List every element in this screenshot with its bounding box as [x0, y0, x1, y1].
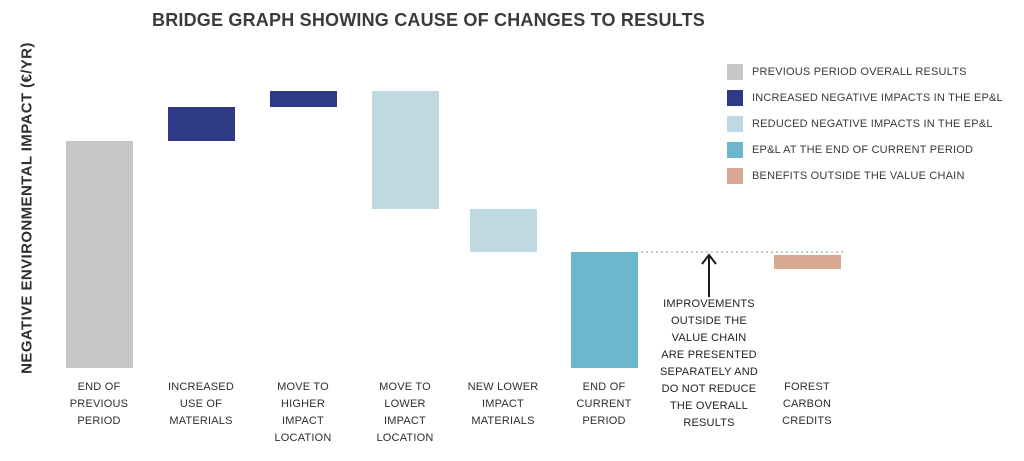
bar-end-of-current-period	[570, 252, 638, 368]
bar-end-of-previous-period	[65, 141, 133, 368]
legend-item: BENEFITS OUTSIDE THE VALUE CHAIN	[727, 168, 1003, 184]
legend: PREVIOUS PERIOD OVERALL RESULTS INCREASED…	[727, 64, 1003, 194]
legend-swatch-increase	[727, 90, 743, 106]
legend-item: INCREASED NEGATIVE IMPACTS IN THE EP&L	[727, 90, 1003, 106]
legend-label: EP&L AT THE END OF CURRENT PERIOD	[752, 144, 974, 156]
bar-new-lower-impact-materials	[469, 209, 537, 253]
benefit-reference-dotted-line	[641, 251, 845, 254]
bar-label-end-of-previous-period: END OF PREVIOUS PERIOD	[69, 381, 129, 427]
bar-label-increased-use-of-materials: INCREASED USE OF MATERIALS	[168, 381, 234, 427]
bar-label-move-to-higher-impact-location: MOVE TO HIGHER IMPACT LOCATION	[274, 381, 332, 444]
bar-move-to-higher-impact-location	[269, 91, 337, 107]
legend-item: REDUCED NEGATIVE IMPACTS IN THE EP&L	[727, 116, 1003, 132]
legend-swatch-previous	[727, 64, 743, 80]
legend-label: REDUCED NEGATIVE IMPACTS IN THE EP&L	[752, 118, 993, 130]
bar-label-forest-carbon-credits: FOREST CARBON CREDITS	[782, 381, 832, 427]
up-arrow-icon	[699, 253, 719, 299]
bar-forest-carbon-credits	[773, 254, 841, 270]
bar-label-end-of-current-period: END OF CURRENT PERIOD	[576, 381, 632, 427]
legend-swatch-reduction	[727, 116, 743, 132]
legend-label: BENEFITS OUTSIDE THE VALUE CHAIN	[752, 170, 965, 182]
legend-swatch-current	[727, 142, 743, 158]
bar-increased-use-of-materials	[167, 106, 235, 141]
legend-label: PREVIOUS PERIOD OVERALL RESULTS	[752, 66, 967, 78]
legend-item: EP&L AT THE END OF CURRENT PERIOD	[727, 142, 1003, 158]
bar-label-new-lower-impact-materials: NEW LOWER IMPACT MATERIALS	[467, 381, 539, 427]
bar-move-to-lower-impact-location	[371, 91, 439, 210]
legend-label: INCREASED NEGATIVE IMPACTS IN THE EP&L	[752, 92, 1003, 104]
legend-item: PREVIOUS PERIOD OVERALL RESULTS	[727, 64, 1003, 80]
bar-label-move-to-lower-impact-location: MOVE TO LOWER IMPACT LOCATION	[376, 381, 434, 444]
legend-swatch-benefit	[727, 168, 743, 184]
annotation-note: IMPROVEMENTS OUTSIDE THE VALUE CHAIN ARE…	[660, 298, 758, 429]
chart-title: BRIDGE GRAPH SHOWING CAUSE OF CHANGES TO…	[152, 10, 705, 30]
